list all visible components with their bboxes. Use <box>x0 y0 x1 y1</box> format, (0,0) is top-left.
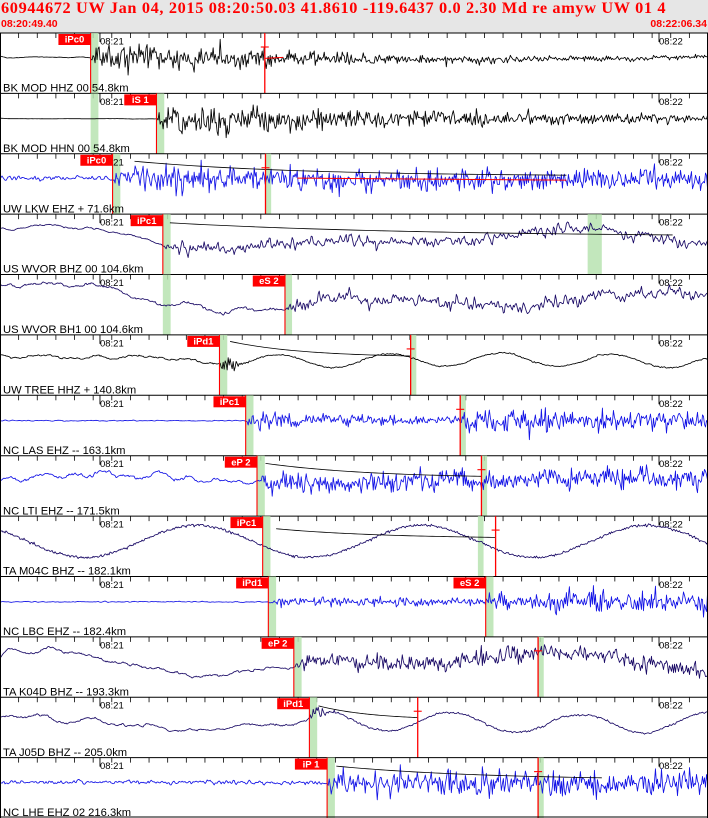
svg-text:08:22: 08:22 <box>659 37 683 48</box>
svg-text:08:22: 08:22 <box>659 701 683 712</box>
svg-text:BK MOD HHZ 00 54.8km: BK MOD HHZ 00 54.8km <box>3 83 129 95</box>
svg-text:08:22:06.34: 08:22:06.34 <box>650 18 707 30</box>
svg-text:UW LKW EHZ + 71.6km: UW LKW EHZ + 71.6km <box>3 203 124 215</box>
svg-text:08:22: 08:22 <box>659 399 683 410</box>
svg-text:US WVOR BHZ 00 104.6km: US WVOR BHZ 00 104.6km <box>3 264 144 276</box>
svg-text:iPc1: iPc1 <box>237 518 257 529</box>
svg-text:iPd1: iPd1 <box>283 699 304 710</box>
svg-text:08:21: 08:21 <box>100 218 124 229</box>
svg-text:08:21: 08:21 <box>100 761 124 772</box>
svg-text:08:22: 08:22 <box>659 640 683 651</box>
svg-text:08:22: 08:22 <box>659 157 683 168</box>
svg-text:08:21: 08:21 <box>100 97 124 108</box>
svg-text:08:22: 08:22 <box>659 218 683 229</box>
svg-text:UW TREE HHZ + 140.8km: UW TREE HHZ + 140.8km <box>3 385 136 397</box>
svg-text:NC LAS EHZ -- 163.1km: NC LAS EHZ -- 163.1km <box>3 445 125 457</box>
svg-text:08:22: 08:22 <box>659 338 683 349</box>
svg-text:eP 2: eP 2 <box>231 457 250 468</box>
svg-text:NC LTI EHZ -- 171.5km: NC LTI EHZ -- 171.5km <box>3 505 120 517</box>
svg-text:iP 1: iP 1 <box>303 759 320 770</box>
svg-text:08:21: 08:21 <box>100 640 124 651</box>
svg-text:08:21: 08:21 <box>100 459 124 470</box>
svg-text:08:22: 08:22 <box>659 97 683 108</box>
svg-text:iPc1: iPc1 <box>220 397 240 408</box>
svg-text:BK MOD HHN 00 54.8km: BK MOD HHN 00 54.8km <box>3 143 130 155</box>
svg-text:eS 2: eS 2 <box>259 276 279 287</box>
svg-text:iPc0: iPc0 <box>65 35 85 46</box>
svg-text:US WVOR BH1 00 104.6km: US WVOR BH1 00 104.6km <box>3 324 143 336</box>
svg-text:08:20:49.40: 08:20:49.40 <box>1 18 58 30</box>
svg-text:NC LBC EHZ -- 182.4km: NC LBC EHZ -- 182.4km <box>3 626 126 638</box>
svg-text:eS 2: eS 2 <box>460 578 480 589</box>
svg-text:iPd1: iPd1 <box>193 337 214 348</box>
svg-text:08:22: 08:22 <box>659 580 683 591</box>
svg-text:iPd1: iPd1 <box>242 578 263 589</box>
svg-text:60944672 UW Jan 04, 2015 08:20: 60944672 UW Jan 04, 2015 08:20:50.03 41.… <box>1 0 666 17</box>
svg-text:08:21: 08:21 <box>100 520 124 531</box>
svg-text:08:22: 08:22 <box>659 761 683 772</box>
svg-text:TA M04C BHZ -- 182.1km: TA M04C BHZ -- 182.1km <box>3 566 131 578</box>
svg-text:iS 1: iS 1 <box>132 95 150 106</box>
svg-text:iPc1: iPc1 <box>137 216 157 227</box>
svg-text:08:21: 08:21 <box>100 701 124 712</box>
svg-text:TA J05D BHZ -- 205.0km: TA J05D BHZ -- 205.0km <box>3 747 127 759</box>
svg-text:08:21: 08:21 <box>100 338 124 349</box>
svg-text:08:21: 08:21 <box>100 580 124 591</box>
svg-text:TA K04D BHZ -- 193.3km: TA K04D BHZ -- 193.3km <box>3 686 129 698</box>
svg-text:eP 2: eP 2 <box>268 639 287 650</box>
svg-text:08:21: 08:21 <box>100 399 124 410</box>
svg-text:08:21: 08:21 <box>100 37 124 48</box>
svg-text:NC LHE EHZ 02 216.3km: NC LHE EHZ 02 216.3km <box>3 807 131 818</box>
svg-text:iPc0: iPc0 <box>87 155 107 166</box>
svg-text:08:22: 08:22 <box>659 459 683 470</box>
